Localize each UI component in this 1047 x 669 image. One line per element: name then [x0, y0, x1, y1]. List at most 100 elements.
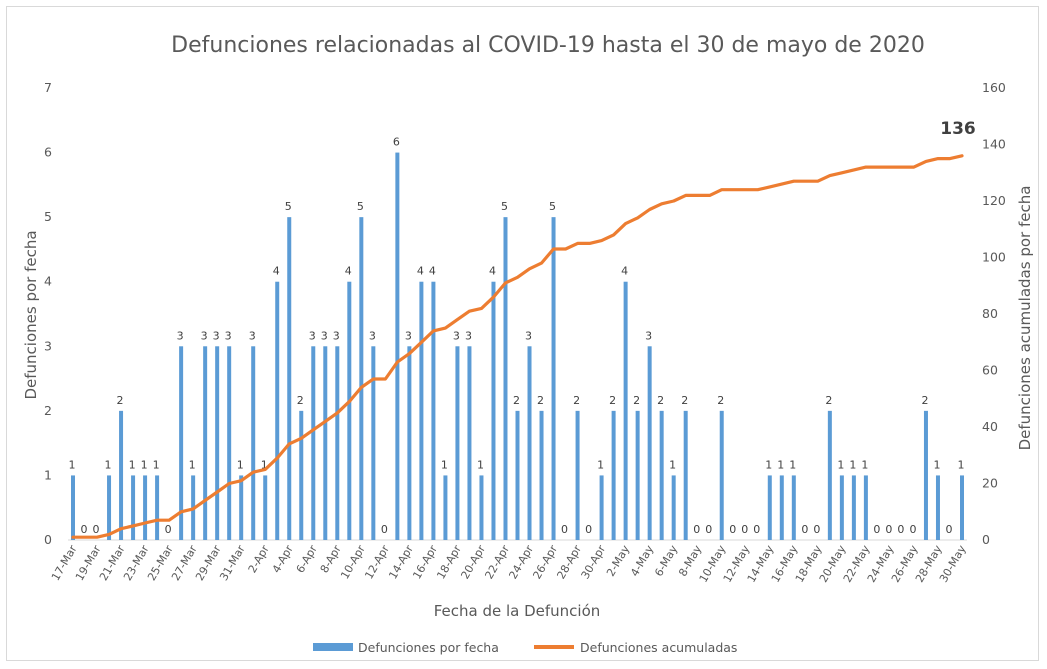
y-tick-label: 4 [44, 274, 52, 289]
bar-data-label: 0 [741, 523, 748, 536]
bar [251, 346, 256, 540]
bar-data-label: 1 [141, 458, 148, 471]
bar-data-label: 0 [897, 523, 904, 536]
bar-data-label: 2 [657, 394, 664, 407]
bar-data-label: 0 [705, 523, 712, 536]
y2-tick-label: 0 [982, 532, 990, 547]
y-tick-label: 7 [44, 80, 52, 95]
bar-data-label: 1 [777, 458, 784, 471]
bar-data-label: 1 [441, 458, 448, 471]
bar-data-label: 0 [885, 523, 892, 536]
bar [107, 475, 112, 540]
chart-frame [6, 6, 1039, 661]
bar [155, 475, 160, 540]
bar-data-label: 0 [873, 523, 880, 536]
bar-data-label: 1 [261, 458, 268, 471]
bar [443, 475, 448, 540]
bar [923, 410, 928, 540]
bar [227, 346, 232, 540]
bar-data-label: 3 [453, 329, 460, 342]
bar-data-label: 1 [837, 458, 844, 471]
bar [431, 281, 436, 540]
y-tick-label: 5 [44, 209, 52, 224]
bar-data-label: 2 [573, 394, 580, 407]
bar-data-label: 3 [405, 329, 412, 342]
bar [467, 346, 472, 540]
y2-tick-label: 160 [982, 80, 1006, 95]
bar [671, 475, 676, 540]
y-tick-label: 2 [44, 403, 52, 418]
x-tick-label: 30-Apr [579, 543, 609, 582]
bar [179, 346, 184, 540]
bar [371, 346, 376, 540]
bar [131, 475, 136, 540]
bar-data-label: 4 [417, 265, 424, 278]
y2-tick-label: 20 [982, 476, 998, 491]
line-series [71, 154, 964, 539]
legend-swatch-bars [313, 643, 353, 651]
bar-data-label: 5 [285, 200, 292, 213]
bar-data-label: 2 [537, 394, 544, 407]
bar-data-label: 3 [645, 329, 652, 342]
bar-data-label: 3 [369, 329, 376, 342]
y2-axis-ticks: 0 20 40 60 80 100 120 140 160 [982, 80, 1006, 547]
x-axis-title: Fecha de la Defunción [434, 602, 601, 620]
bar-data-label: 1 [789, 458, 796, 471]
bar-data-label: 0 [165, 523, 172, 536]
bar-data-label: 1 [129, 458, 136, 471]
bar [419, 281, 424, 540]
bar-data-label: 1 [69, 458, 76, 471]
legend-swatch-line [534, 645, 574, 649]
bar [143, 475, 148, 540]
bar [863, 475, 868, 540]
bar [623, 281, 628, 540]
bar [479, 475, 484, 540]
bar [647, 346, 652, 540]
bar-data-label: 1 [861, 458, 868, 471]
x-tick-label: 4-Apr [270, 543, 296, 576]
bar-data-label: 2 [609, 394, 616, 407]
bar-data-label: 3 [321, 329, 328, 342]
bar [335, 346, 340, 540]
bar-data-label: 2 [633, 394, 640, 407]
bar-data-label: 2 [717, 394, 724, 407]
bar-data-label: 1 [477, 458, 484, 471]
bar [503, 217, 508, 540]
bar-data-label: 5 [357, 200, 364, 213]
bar [359, 217, 364, 540]
bar-data-label: 3 [177, 329, 184, 342]
bar-data-label: 2 [825, 394, 832, 407]
bar [575, 410, 580, 540]
bar [407, 346, 412, 540]
cumulative-end-label: 136 [940, 119, 976, 139]
bar-data-label: 1 [189, 458, 196, 471]
bar [635, 410, 640, 540]
bar [203, 346, 208, 540]
bar-data-label: 4 [621, 265, 628, 278]
x-axis-ticks: 17-Mar19-Mar21-Mar23-Mar25-Mar27-Mar29-M… [49, 543, 969, 585]
bar [515, 410, 520, 540]
bar-data-label: 1 [105, 458, 112, 471]
y2-tick-label: 100 [982, 250, 1006, 265]
y2-tick-label: 40 [982, 419, 998, 434]
bar-data-label: 1 [153, 458, 160, 471]
bar [263, 475, 268, 540]
bar [683, 410, 688, 540]
bar [827, 410, 832, 540]
bar-data-label: 3 [249, 329, 256, 342]
bar-data-label: 0 [693, 523, 700, 536]
bar-data-label: 3 [225, 329, 232, 342]
bar [659, 410, 664, 540]
bar [299, 410, 304, 540]
bar [551, 217, 556, 540]
bar-data-label: 0 [93, 523, 100, 536]
bar [323, 346, 328, 540]
y-axis-ticks: 0 1 2 3 4 5 6 7 [44, 80, 52, 547]
bar-data-label: 2 [297, 394, 304, 407]
bar [455, 346, 460, 540]
bar [287, 217, 292, 540]
bar-data-label: 0 [561, 523, 568, 536]
bar-data-label: 1 [933, 458, 940, 471]
bar-data-label: 1 [237, 458, 244, 471]
